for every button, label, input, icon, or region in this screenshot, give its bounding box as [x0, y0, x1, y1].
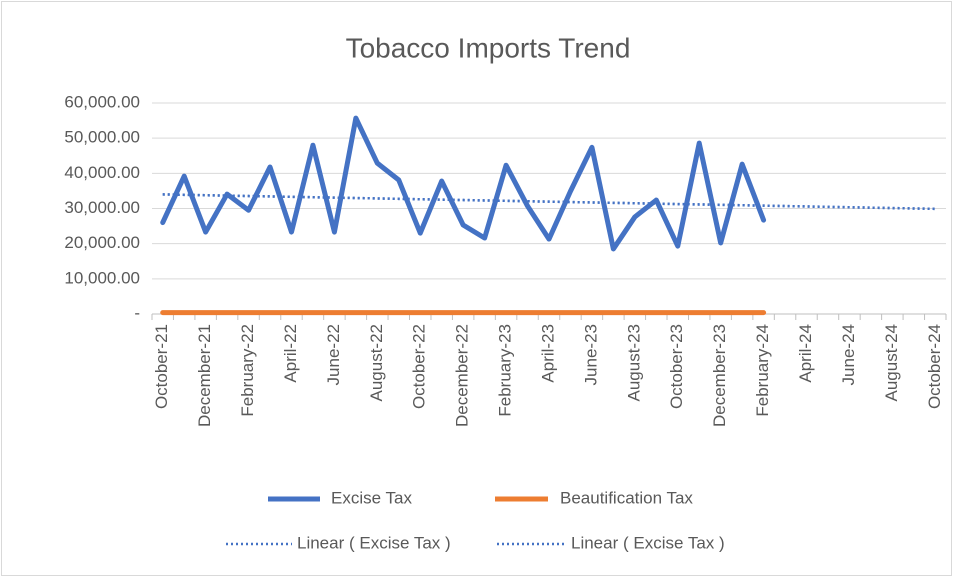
- x-tick-label: February-22: [238, 324, 257, 417]
- x-tick-label: October-21: [152, 324, 171, 409]
- x-tick-label: August-22: [367, 324, 386, 402]
- trend-line: [162, 193, 936, 211]
- x-tick-label: December-23: [710, 324, 729, 427]
- x-tick-label: April-24: [796, 324, 815, 383]
- x-tick-label: June-22: [324, 324, 343, 385]
- x-tick-label: December-21: [195, 324, 214, 427]
- x-tick-label: April-23: [538, 324, 557, 383]
- x-tick-label: October-22: [410, 324, 429, 409]
- y-tick-label: 40,000.00: [64, 163, 140, 182]
- x-tick-label: December-22: [453, 324, 472, 427]
- y-tick-label: 50,000.00: [64, 128, 140, 147]
- legend-label: Beautification Tax: [560, 488, 693, 507]
- y-tick-label: 20,000.00: [64, 233, 140, 252]
- y-tick-label: 60,000.00: [64, 92, 140, 111]
- y-tick-label: 10,000.00: [64, 268, 140, 287]
- chart-frame: [1, 1, 952, 576]
- x-tick-label: February-23: [496, 324, 515, 417]
- x-tick-label: October-24: [925, 324, 944, 409]
- x-tick-label: October-23: [667, 324, 686, 409]
- x-tick-label: June-24: [839, 324, 858, 385]
- y-tick-label: 30,000.00: [64, 198, 140, 217]
- legend-label: Excise Tax: [331, 488, 412, 507]
- series-line: [160, 115, 767, 252]
- chart-title: Tobacco Imports Trend: [346, 32, 631, 63]
- legend-label: Linear ( Excise Tax ): [297, 533, 451, 552]
- legend-label: Linear ( Excise Tax ): [571, 533, 725, 552]
- x-tick-label: February-24: [753, 324, 772, 417]
- x-tick-label: August-23: [624, 324, 643, 402]
- x-tick-label: August-24: [882, 324, 901, 402]
- y-tick-label: -: [134, 303, 140, 322]
- x-tick-label: June-23: [581, 324, 600, 385]
- x-tick-label: April-22: [281, 324, 300, 383]
